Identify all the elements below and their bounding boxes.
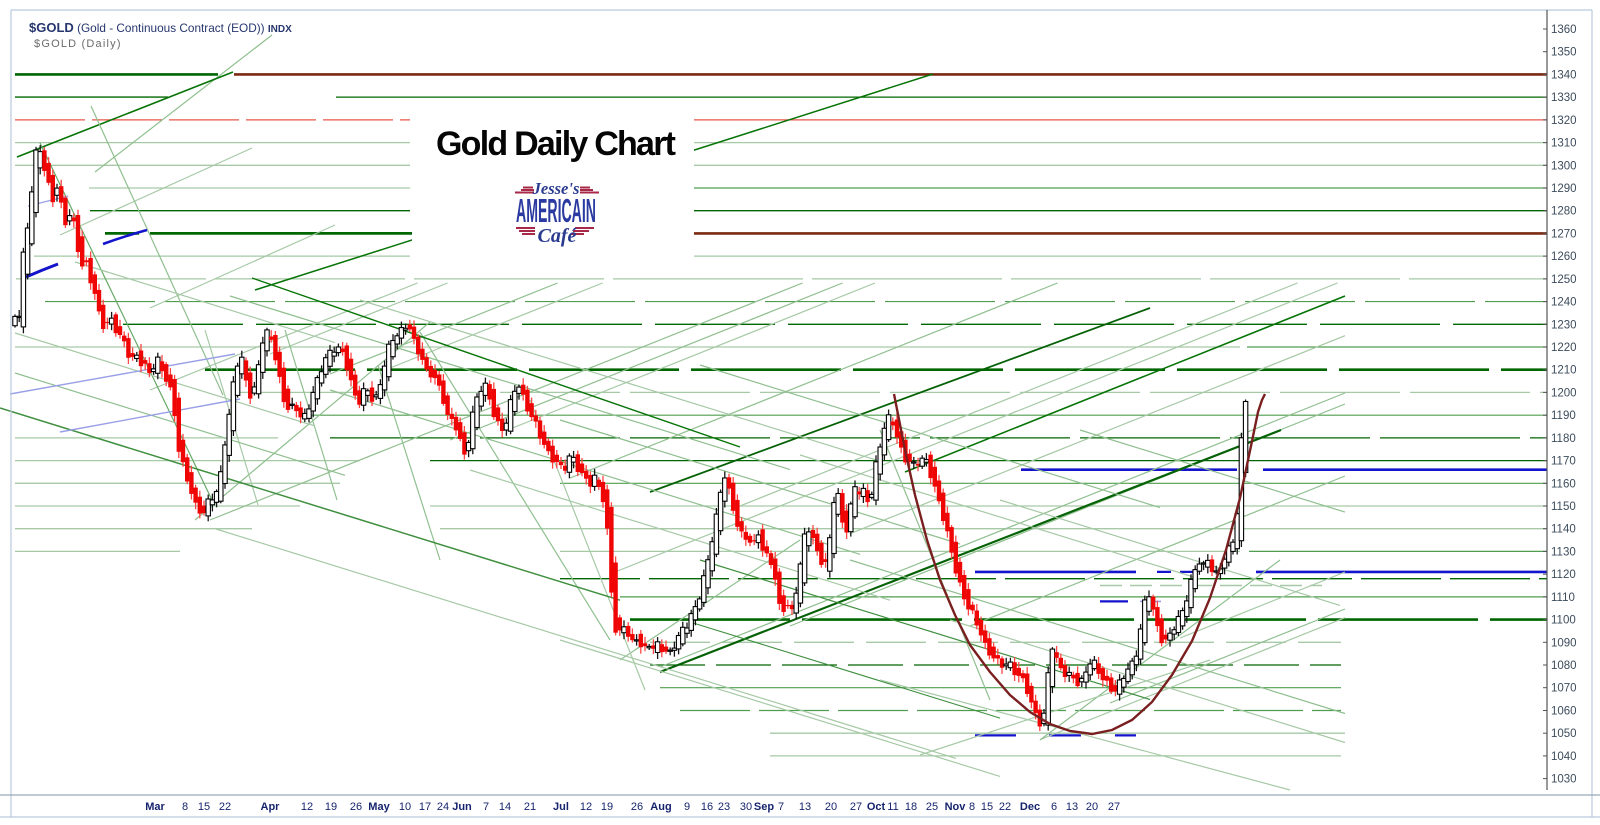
svg-text:Mar: Mar bbox=[145, 801, 165, 813]
svg-text:1260: 1260 bbox=[1551, 251, 1577, 263]
svg-text:14: 14 bbox=[499, 801, 511, 813]
svg-text:1240: 1240 bbox=[1551, 297, 1577, 309]
svg-text:15: 15 bbox=[198, 801, 210, 813]
svg-text:1050: 1050 bbox=[1551, 728, 1577, 740]
svg-text:25: 25 bbox=[926, 801, 938, 813]
svg-text:8: 8 bbox=[969, 801, 975, 813]
svg-text:1210: 1210 bbox=[1551, 365, 1577, 377]
svg-text:11: 11 bbox=[887, 801, 898, 813]
svg-text:1150: 1150 bbox=[1551, 501, 1576, 513]
svg-text:1090: 1090 bbox=[1551, 637, 1577, 649]
svg-text:$GOLD (Gold - Continuous Contr: $GOLD (Gold - Continuous Contract (EOD))… bbox=[29, 20, 292, 35]
svg-text:1190: 1190 bbox=[1551, 410, 1576, 422]
svg-text:Oct: Oct bbox=[867, 801, 886, 813]
svg-text:1280: 1280 bbox=[1551, 206, 1577, 218]
svg-text:Jun: Jun bbox=[452, 801, 472, 813]
svg-text:30: 30 bbox=[740, 801, 752, 813]
svg-text:Apr: Apr bbox=[261, 801, 281, 813]
svg-text:13: 13 bbox=[799, 801, 811, 813]
svg-text:1120: 1120 bbox=[1551, 569, 1576, 581]
svg-text:17: 17 bbox=[419, 801, 431, 813]
svg-text:16: 16 bbox=[701, 801, 713, 813]
svg-text:27: 27 bbox=[850, 801, 862, 813]
svg-text:1250: 1250 bbox=[1551, 274, 1577, 286]
svg-text:18: 18 bbox=[905, 801, 917, 813]
svg-text:1030: 1030 bbox=[1551, 774, 1577, 786]
svg-text:1040: 1040 bbox=[1551, 751, 1577, 763]
svg-text:20: 20 bbox=[825, 801, 837, 813]
svg-text:1110: 1110 bbox=[1551, 592, 1575, 604]
svg-text:21: 21 bbox=[524, 801, 536, 813]
svg-text:1360: 1360 bbox=[1551, 24, 1577, 36]
svg-text:$GOLD (Daily): $GOLD (Daily) bbox=[34, 38, 122, 50]
svg-text:1200: 1200 bbox=[1551, 387, 1577, 399]
svg-text:15: 15 bbox=[981, 801, 993, 813]
svg-text:Café: Café bbox=[538, 225, 578, 247]
svg-text:1070: 1070 bbox=[1551, 683, 1577, 695]
svg-text:13: 13 bbox=[1066, 801, 1078, 813]
svg-text:1100: 1100 bbox=[1551, 615, 1576, 627]
svg-text:1230: 1230 bbox=[1551, 319, 1577, 331]
svg-text:24: 24 bbox=[437, 801, 449, 813]
svg-text:Nov: Nov bbox=[945, 801, 967, 813]
svg-text:12: 12 bbox=[580, 801, 592, 813]
svg-text:12: 12 bbox=[301, 801, 313, 813]
svg-text:27: 27 bbox=[1108, 801, 1120, 813]
svg-text:Aug: Aug bbox=[650, 801, 671, 813]
svg-text:7: 7 bbox=[483, 801, 489, 813]
svg-text:1310: 1310 bbox=[1551, 138, 1577, 150]
svg-text:1130: 1130 bbox=[1551, 546, 1576, 558]
svg-text:19: 19 bbox=[325, 801, 337, 813]
svg-text:22: 22 bbox=[999, 801, 1011, 813]
svg-text:Jul: Jul bbox=[553, 801, 569, 813]
svg-text:20: 20 bbox=[1086, 801, 1098, 813]
svg-text:1140: 1140 bbox=[1551, 524, 1576, 536]
svg-text:1350: 1350 bbox=[1551, 47, 1577, 59]
svg-text:1320: 1320 bbox=[1551, 115, 1577, 127]
svg-text:1270: 1270 bbox=[1551, 228, 1577, 240]
svg-text:1300: 1300 bbox=[1551, 160, 1577, 172]
svg-text:23: 23 bbox=[718, 801, 730, 813]
svg-text:8: 8 bbox=[182, 801, 188, 813]
svg-text:6: 6 bbox=[1051, 801, 1057, 813]
svg-text:1220: 1220 bbox=[1551, 342, 1577, 354]
svg-text:May: May bbox=[368, 801, 390, 813]
svg-text:10: 10 bbox=[399, 801, 411, 813]
svg-text:26: 26 bbox=[350, 801, 362, 813]
svg-text:1340: 1340 bbox=[1551, 69, 1577, 81]
svg-text:1060: 1060 bbox=[1551, 706, 1577, 718]
svg-text:7: 7 bbox=[778, 801, 784, 813]
svg-text:1330: 1330 bbox=[1551, 92, 1577, 104]
svg-text:1160: 1160 bbox=[1551, 478, 1576, 490]
svg-text:9: 9 bbox=[684, 801, 690, 813]
svg-text:Dec: Dec bbox=[1020, 801, 1040, 813]
svg-text:1170: 1170 bbox=[1551, 456, 1576, 468]
svg-text:26: 26 bbox=[631, 801, 643, 813]
svg-text:1180: 1180 bbox=[1551, 433, 1576, 445]
svg-text:1080: 1080 bbox=[1551, 660, 1577, 672]
svg-text:Gold Daily Chart: Gold Daily Chart bbox=[436, 125, 676, 163]
svg-text:AMERICAIN: AMERICAIN bbox=[516, 192, 596, 229]
svg-text:22: 22 bbox=[219, 801, 231, 813]
svg-text:1290: 1290 bbox=[1551, 183, 1577, 195]
svg-text:Jesse's: Jesse's bbox=[532, 179, 580, 198]
svg-text:Sep: Sep bbox=[754, 801, 774, 813]
svg-text:19: 19 bbox=[601, 801, 613, 813]
